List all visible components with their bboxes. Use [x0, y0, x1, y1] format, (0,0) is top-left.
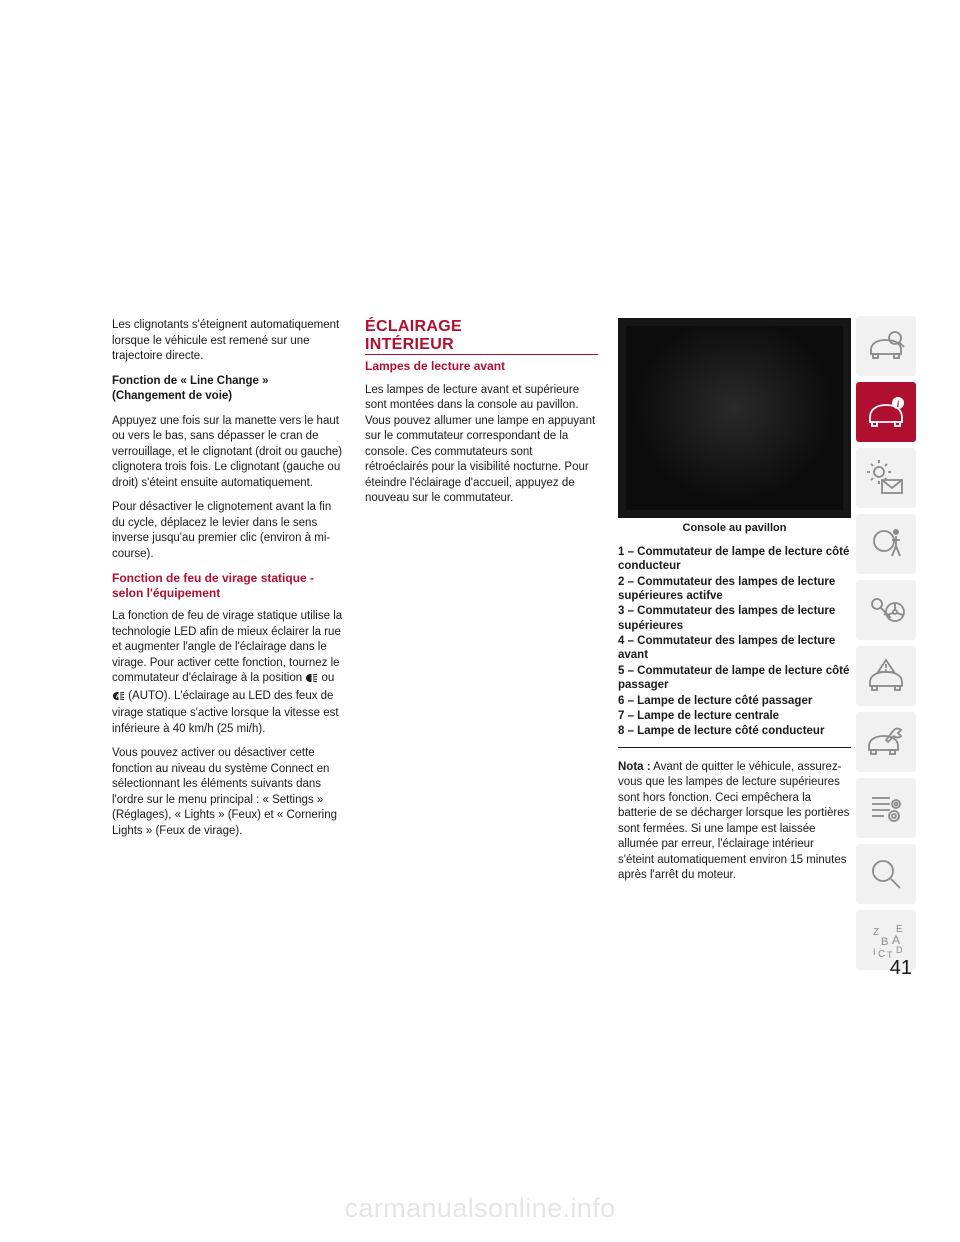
column-2: ÉCLAIRAGE INTÉRIEUR Lampes de lecture av…	[365, 318, 598, 893]
car-magnify-icon	[864, 324, 908, 368]
auto-headlight-icon: A	[112, 691, 125, 707]
svg-text:D: D	[896, 945, 903, 955]
tab-maintenance[interactable]	[856, 712, 916, 772]
car-warning-icon	[864, 654, 908, 698]
note-text: Nota : Avant de quitter le véhicule, ass…	[618, 760, 851, 884]
svg-text:I: I	[873, 947, 876, 957]
legend-item: 5 – Commutateur de lampe de lecture côté…	[618, 664, 851, 693]
note-label: Nota :	[618, 761, 651, 773]
chapter-tabs: i	[856, 316, 916, 970]
tab-safety[interactable]	[856, 448, 916, 508]
body-text: Vous pouvez activer ou désactiver cette …	[112, 746, 345, 839]
airbag-icon	[864, 522, 908, 566]
svg-text:Z: Z	[873, 927, 879, 938]
body-text: Pour désactiver le clignotement avant la…	[112, 500, 345, 562]
svg-text:C: C	[878, 949, 885, 960]
sun-envelope-icon	[864, 456, 908, 500]
figure-legend: 1 – Commutateur de lampe de lecture côté…	[618, 545, 851, 748]
tab-techdata[interactable]	[856, 778, 916, 838]
body-text: Appuyez une fois sur la manette vers le …	[112, 414, 345, 492]
tab-overview[interactable]	[856, 316, 916, 376]
page-number: 41	[890, 957, 912, 980]
column-3: Console au pavillon 1 – Commutateur de l…	[618, 318, 851, 893]
list-gears-icon	[864, 786, 908, 830]
car-info-icon: i	[864, 390, 908, 434]
body-text-part: ou	[318, 672, 334, 684]
magnify-icon	[864, 852, 908, 896]
car-wrench-icon	[864, 720, 908, 764]
paragraph-title: Fonction de « Line Change » (Changement …	[112, 374, 345, 405]
section-title: ÉCLAIRAGE INTÉRIEUR	[365, 318, 598, 355]
legend-item: 8 – Lampe de lecture côté conducteur	[618, 724, 851, 738]
body-text: Les lampes de lecture avant et supérieur…	[365, 383, 598, 507]
body-text-part: (AUTO). L'éclairage au LED des feux de v…	[112, 690, 339, 735]
legend-item: 4 – Commutateur des lampes de lecture av…	[618, 634, 851, 663]
section-subheading: Fonction de feu de virage statique - sel…	[112, 571, 345, 600]
key-wheel-icon	[864, 588, 908, 632]
figure-overhead-console	[618, 318, 851, 518]
column-1: Les clignotants s'éteignent automatiquem…	[112, 318, 345, 893]
tab-search[interactable]	[856, 844, 916, 904]
body-text: Les clignotants s'éteignent automatiquem…	[112, 318, 345, 365]
tab-airbag[interactable]	[856, 514, 916, 574]
svg-text:E: E	[896, 924, 903, 935]
headlight-icon	[305, 673, 318, 689]
legend-item: 7 – Lampe de lecture centrale	[618, 709, 851, 723]
figure-caption: Console au pavillon	[618, 521, 851, 536]
tab-emergency[interactable]	[856, 646, 916, 706]
legend-item: 1 – Commutateur de lampe de lecture côté…	[618, 545, 851, 574]
tab-starting[interactable]	[856, 580, 916, 640]
section-title-line: INTÉRIEUR	[365, 336, 454, 353]
watermark-text: carmanualsonline.info	[0, 1193, 960, 1224]
section-title-line: ÉCLAIRAGE	[365, 318, 462, 335]
legend-item: 2 – Commutateur des lampes de lecture su…	[618, 575, 851, 604]
tab-knowing-vehicle[interactable]: i	[856, 382, 916, 442]
svg-text:A: A	[116, 694, 120, 700]
section-subheading: Lampes de lecture avant	[365, 359, 598, 373]
index-letters-icon: Z B I C T A E D	[864, 918, 908, 962]
content-columns: Les clignotants s'éteignent automatiquem…	[112, 318, 852, 893]
figure-image	[626, 326, 843, 510]
legend-item: 3 – Commutateur des lampes de lecture su…	[618, 604, 851, 633]
manual-page: Les clignotants s'éteignent automatiquem…	[0, 0, 960, 1242]
legend-item: 6 – Lampe de lecture côté passager	[618, 694, 851, 708]
svg-text:B: B	[881, 936, 888, 948]
body-text: La fonction de feu de virage statique ut…	[112, 609, 345, 737]
note-body: Avant de quitter le véhicule, assurez-vo…	[618, 761, 849, 882]
